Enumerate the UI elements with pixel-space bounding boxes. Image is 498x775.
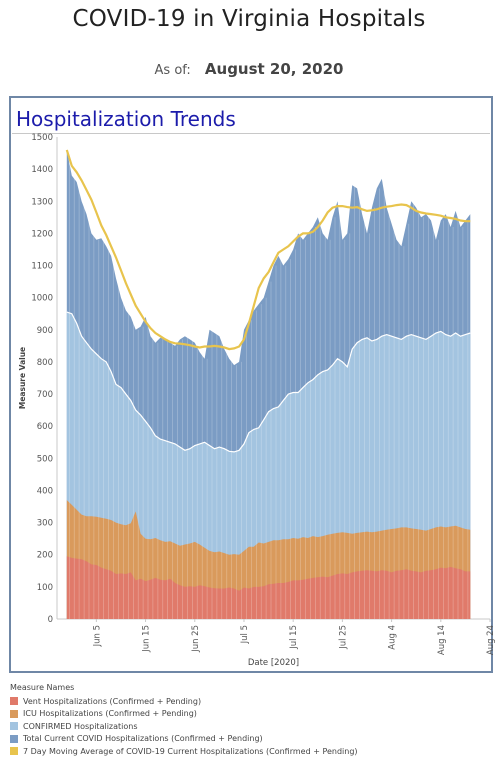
legend-swatch — [10, 747, 18, 756]
y-tick-label: 600 — [37, 422, 53, 432]
y-tick-label: 1400 — [31, 165, 53, 175]
y-tick-label: 900 — [37, 326, 53, 336]
y-tick-label: 200 — [37, 551, 53, 561]
legend-label: ICU Hospitalizations (Confirmed + Pendin… — [23, 709, 197, 719]
y-tick-label: 800 — [37, 358, 53, 368]
legend: Measure Names Vent Hospitalizations (Con… — [10, 683, 358, 758]
legend-item: Vent Hospitalizations (Confirmed + Pendi… — [10, 695, 358, 708]
as-of: As of: August 20, 2020 — [0, 60, 498, 78]
y-axis-title: Measure Value — [18, 347, 27, 409]
x-tick-label: Aug 4 — [388, 625, 398, 650]
legend-label: Total Current COVID Hospitalizations (Co… — [23, 734, 263, 744]
y-tick-label: 500 — [37, 454, 53, 464]
legend-item: ICU Hospitalizations (Confirmed + Pendin… — [10, 708, 358, 721]
as-of-label: As of: — [154, 63, 191, 78]
page-title: COVID-19 in Virginia Hospitals — [72, 6, 426, 32]
legend-swatch — [10, 709, 18, 718]
y-tick-label: 1500 — [31, 133, 53, 143]
legend-swatch — [10, 697, 18, 706]
x-tick-label: Aug 14 — [437, 625, 447, 655]
vent-area — [66, 556, 471, 619]
panel-title: Hospitalization Trends — [16, 107, 236, 131]
x-tick-label: Aug 24 — [486, 625, 496, 655]
x-tick-label: Jul 15 — [289, 625, 299, 650]
legend-label: Vent Hospitalizations (Confirmed + Pendi… — [23, 696, 202, 706]
y-tick-label: 1300 — [31, 197, 53, 207]
moving-average-line — [65, 149, 471, 351]
y-tick-label: 1100 — [31, 262, 53, 272]
legend-item: 7 Day Moving Average of COVID-19 Current… — [10, 745, 358, 758]
y-tick-label: 1200 — [31, 229, 53, 239]
hospitalization-chart: 0 100 200 300 400 500 600 700 800 900 1000 1100 1200… — [18, 133, 496, 668]
legend-item: CONFIRMED Hospitalizations — [10, 720, 358, 733]
x-tick-label: Jul 5 — [240, 625, 250, 644]
x-tick-label: Jun 5 — [92, 625, 102, 647]
y-tick-label: 300 — [37, 519, 53, 529]
x-tick-label: Jun 15 — [142, 625, 152, 653]
legend-swatch — [10, 734, 18, 743]
y-tick-label: 1000 — [31, 294, 53, 304]
legend-label: 7 Day Moving Average of COVID-19 Current… — [23, 746, 358, 756]
legend-label: CONFIRMED Hospitalizations — [23, 721, 138, 731]
confirmed-edge-line — [66, 311, 471, 453]
daily-bar-separators — [69, 149, 474, 619]
as-of-date: August 20, 2020 — [204, 60, 344, 78]
legend-item: Total Current COVID Hospitalizations (Co… — [10, 733, 358, 746]
x-tick-label: Jun 25 — [191, 625, 201, 653]
y-tick-label: 100 — [37, 583, 53, 593]
panel-title-divider — [12, 133, 490, 134]
y-tick-label: 400 — [37, 487, 53, 497]
legend-items: Vent Hospitalizations (Confirmed + Pendi… — [10, 695, 358, 758]
y-tick-label: 700 — [37, 390, 53, 400]
legend-title: Measure Names — [10, 683, 75, 692]
y-tick-label: 0 — [48, 615, 53, 625]
legend-swatch — [10, 722, 18, 731]
x-axis-title: Date [2020] — [248, 658, 299, 668]
x-tick-label: Jul 25 — [338, 625, 348, 650]
